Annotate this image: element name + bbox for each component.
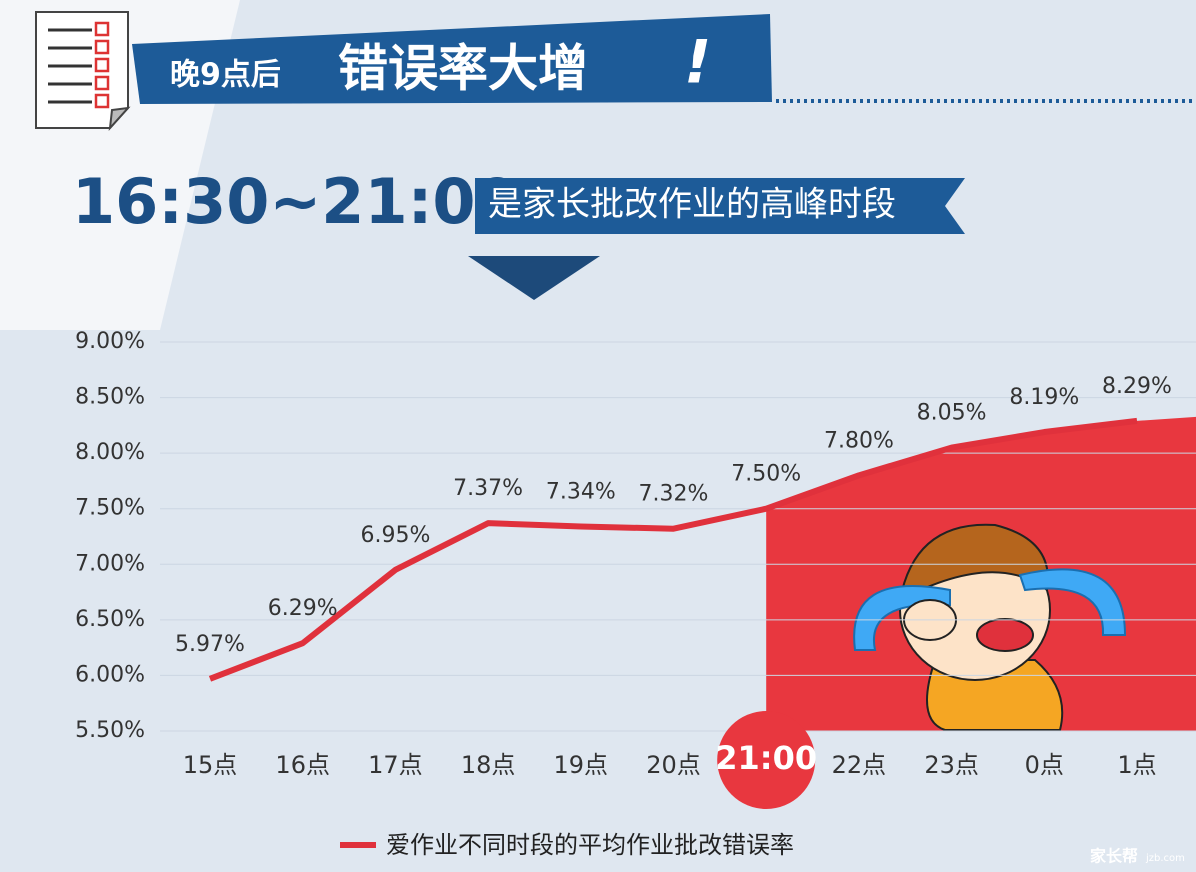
y-tick-label: 7.00%	[75, 551, 145, 576]
watermark-url: jzb.com	[1145, 853, 1185, 864]
x-tick-label: 20点	[646, 751, 701, 779]
x-tick-label: 23点	[924, 751, 979, 779]
peak-time: 16:30~21:00	[72, 165, 519, 238]
kid-hair	[898, 523, 1049, 602]
value-label: 5.97%	[175, 632, 245, 657]
x-tick-label: 15点	[183, 751, 238, 779]
x-tick-label: 17点	[368, 751, 423, 779]
value-label: 7.32%	[639, 482, 709, 507]
value-label: 7.50%	[731, 462, 801, 487]
value-label: 6.95%	[360, 523, 430, 548]
plot: 5.50% 6.00% 6.50% 7.00% 7.50% 8.00% 8.50% 9.00%…	[75, 329, 1196, 809]
title-exclaim: !	[684, 28, 711, 98]
x-tick-label: 22点	[832, 751, 887, 779]
value-label: 7.80%	[824, 428, 894, 453]
value-label: 7.37%	[453, 476, 523, 501]
highlight-badge	[717, 711, 816, 809]
value-label: 7.34%	[546, 479, 616, 504]
x-tick-label: 19点	[554, 751, 609, 779]
y-tick-label: 8.50%	[75, 385, 145, 410]
peak-banner	[475, 178, 965, 234]
title-banner	[132, 14, 772, 104]
x-tick-label: 21:00	[715, 739, 817, 777]
down-arrow	[468, 256, 600, 300]
title-main: 错误率大增	[338, 40, 588, 98]
y-tick-label: 8.00%	[75, 440, 145, 465]
y-tick-label: 6.50%	[75, 607, 145, 632]
value-label: 6.29%	[268, 596, 338, 621]
title-prefix: 晚9点后	[170, 58, 281, 93]
checklist-icon	[35, 11, 131, 131]
kid-mouth	[976, 618, 1034, 652]
watermark: 家长帮	[1090, 847, 1138, 866]
value-label: 8.29%	[1102, 374, 1172, 399]
peak-text: 是家长批改作业的高峰时段	[488, 185, 896, 225]
value-label: 8.05%	[917, 401, 987, 426]
legend-label: 爱作业不同时段的平均作业批改错误率	[386, 831, 794, 859]
x-tick-label: 0点	[1025, 751, 1064, 779]
y-tick-label: 7.50%	[75, 496, 145, 521]
y-tick-label: 9.00%	[75, 329, 145, 354]
kid-tears-right	[1018, 568, 1127, 636]
series-line	[208, 417, 1138, 682]
x-tick-label: 16点	[275, 751, 330, 779]
y-tick-label: 5.50%	[75, 718, 145, 743]
x-tick-label: 1点	[1117, 751, 1156, 779]
value-label: 8.19%	[1009, 385, 1079, 410]
y-tick-label: 6.00%	[75, 662, 145, 687]
x-tick-label: 18点	[461, 751, 516, 779]
